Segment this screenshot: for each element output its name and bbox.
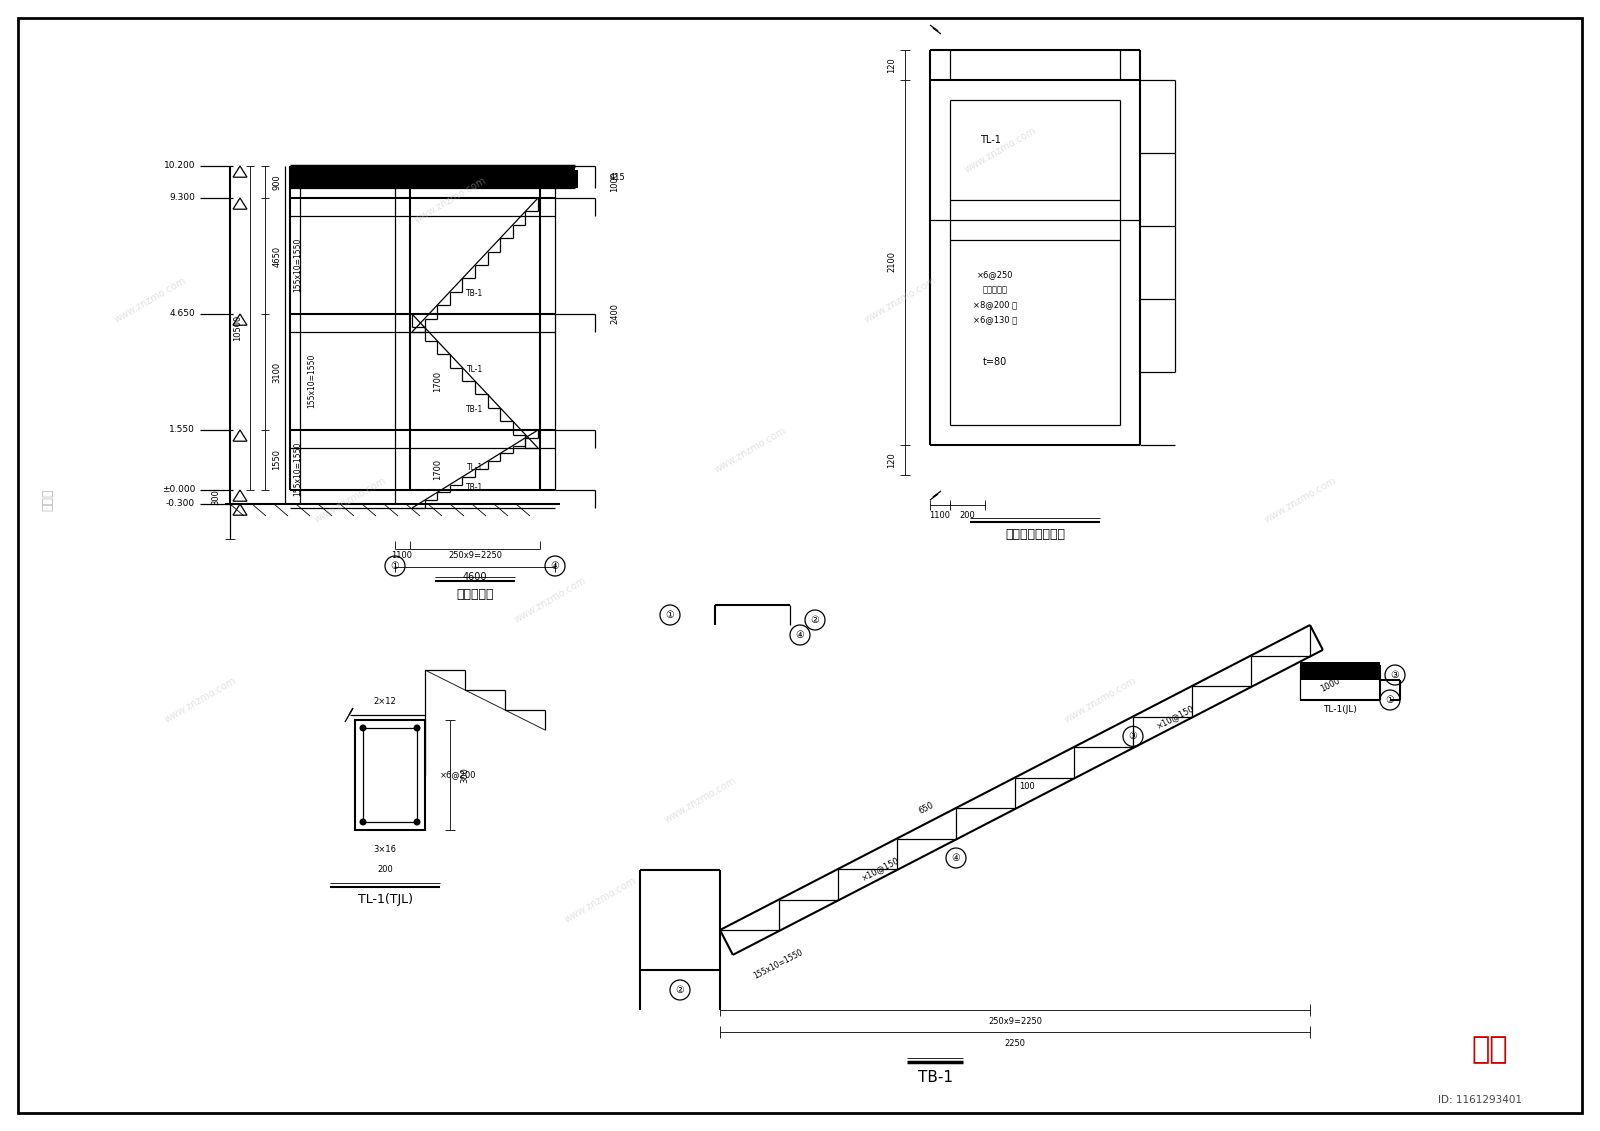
Text: 10500: 10500 (234, 314, 243, 342)
Text: 1100: 1100 (930, 510, 950, 519)
Text: 2100: 2100 (888, 251, 896, 273)
Text: ×8@200 上: ×8@200 上 (973, 301, 1018, 310)
Text: www.znzmo.com: www.znzmo.com (712, 425, 787, 475)
Text: www.znzmo.com: www.znzmo.com (512, 576, 587, 624)
Text: 300: 300 (461, 767, 469, 783)
Text: 2×12: 2×12 (374, 698, 397, 707)
Text: 1.550: 1.550 (170, 425, 195, 434)
Text: 120: 120 (888, 452, 896, 468)
Text: 3100: 3100 (272, 362, 282, 382)
Circle shape (413, 819, 421, 826)
Text: ×10@150: ×10@150 (1155, 702, 1195, 729)
Text: 250x9=2250: 250x9=2250 (989, 1018, 1042, 1027)
Text: 4600: 4600 (462, 572, 488, 582)
Text: TB-1: TB-1 (466, 483, 483, 492)
Text: 1700: 1700 (434, 371, 443, 391)
Text: 120: 120 (888, 58, 896, 72)
Text: 200: 200 (958, 510, 974, 519)
Text: 155x10=1550: 155x10=1550 (307, 354, 317, 408)
Text: 知末网: 知末网 (42, 489, 54, 511)
Text: TL-1: TL-1 (467, 365, 483, 374)
Text: ②: ② (675, 985, 685, 995)
Text: TB-1: TB-1 (466, 288, 483, 297)
Text: www.znzmo.com: www.znzmo.com (162, 675, 238, 725)
Text: 155x10=1550: 155x10=1550 (293, 238, 302, 292)
Text: 3×16: 3×16 (373, 846, 397, 855)
Text: 1550: 1550 (272, 449, 282, 470)
Circle shape (413, 725, 421, 732)
Text: ±0.000: ±0.000 (162, 485, 195, 494)
Text: 9.300: 9.300 (170, 193, 195, 202)
Text: 155x10=1550: 155x10=1550 (293, 442, 302, 497)
Text: ①: ① (1386, 696, 1394, 705)
Text: ×10@150: ×10@150 (859, 855, 901, 882)
Text: 100: 100 (1019, 782, 1035, 791)
Text: www.znzmo.com: www.znzmo.com (962, 126, 1038, 174)
Text: ③: ③ (1390, 670, 1400, 680)
Circle shape (360, 819, 366, 826)
Text: www.znzmo.com: www.znzmo.com (562, 875, 638, 925)
Text: www.znzmo.com: www.znzmo.com (1262, 475, 1338, 525)
Text: ×6@130 下: ×6@130 下 (973, 316, 1018, 325)
Text: ×6@200: ×6@200 (440, 770, 477, 779)
Circle shape (360, 725, 366, 732)
Text: TL-1: TL-1 (467, 464, 483, 473)
Text: ①: ① (390, 561, 400, 571)
Text: TL-1(TJL): TL-1(TJL) (357, 893, 413, 907)
Text: 1000: 1000 (1318, 676, 1341, 693)
Text: 1100: 1100 (392, 552, 413, 561)
Text: TL-1(JL): TL-1(JL) (1323, 706, 1357, 715)
Text: 2400: 2400 (610, 303, 619, 325)
Text: -0.300: -0.300 (166, 500, 195, 509)
Text: 上下分布筋: 上下分布筋 (982, 285, 1008, 294)
Text: TB-1: TB-1 (466, 405, 483, 414)
Text: www.znzmo.com: www.znzmo.com (862, 275, 938, 325)
Text: 900: 900 (272, 174, 282, 190)
Text: 10.200: 10.200 (163, 162, 195, 171)
Text: ×6@250: ×6@250 (976, 270, 1013, 279)
Text: www.znzmo.com: www.znzmo.com (662, 776, 738, 824)
Text: www.znzmo.com: www.znzmo.com (112, 275, 187, 325)
Text: 415: 415 (610, 173, 626, 181)
Text: 知末: 知末 (1472, 1036, 1509, 1064)
Text: 155x10=1550: 155x10=1550 (752, 948, 805, 981)
Text: TB-1: TB-1 (917, 1070, 952, 1085)
Bar (290, 166, 574, 188)
Text: www.znzmo.com: www.znzmo.com (312, 475, 387, 525)
Text: 楼梯布置？: 楼梯布置？ (456, 587, 494, 601)
Text: www.znzmo.com: www.znzmo.com (1062, 675, 1138, 725)
Text: ④: ④ (952, 853, 960, 863)
Text: 2250: 2250 (1005, 1039, 1026, 1048)
Bar (560, 170, 578, 188)
Text: 250x9=2250: 250x9=2250 (448, 552, 502, 561)
Text: 4650: 4650 (272, 245, 282, 267)
Bar (355, 720, 426, 830)
Text: www.znzmo.com: www.znzmo.com (413, 175, 488, 225)
Text: ④: ④ (795, 630, 805, 640)
Text: 300: 300 (211, 489, 221, 504)
Text: 4.650: 4.650 (170, 310, 195, 319)
Text: ②: ② (811, 615, 819, 625)
Text: 650: 650 (917, 801, 936, 815)
Text: ④: ④ (550, 561, 560, 571)
Text: ID: 1161293401: ID: 1161293401 (1438, 1095, 1522, 1105)
Text: ③: ③ (1128, 732, 1138, 742)
Text: ①: ① (666, 610, 674, 620)
Text: t=80: t=80 (982, 357, 1006, 366)
Bar (1299, 662, 1379, 680)
Text: 1000: 1000 (610, 172, 619, 192)
Text: 1700: 1700 (434, 458, 443, 480)
Text: 200: 200 (378, 865, 394, 874)
Text: 楼梯平台板配筋？: 楼梯平台板配筋？ (1005, 528, 1066, 542)
Text: TL-1: TL-1 (979, 135, 1000, 145)
